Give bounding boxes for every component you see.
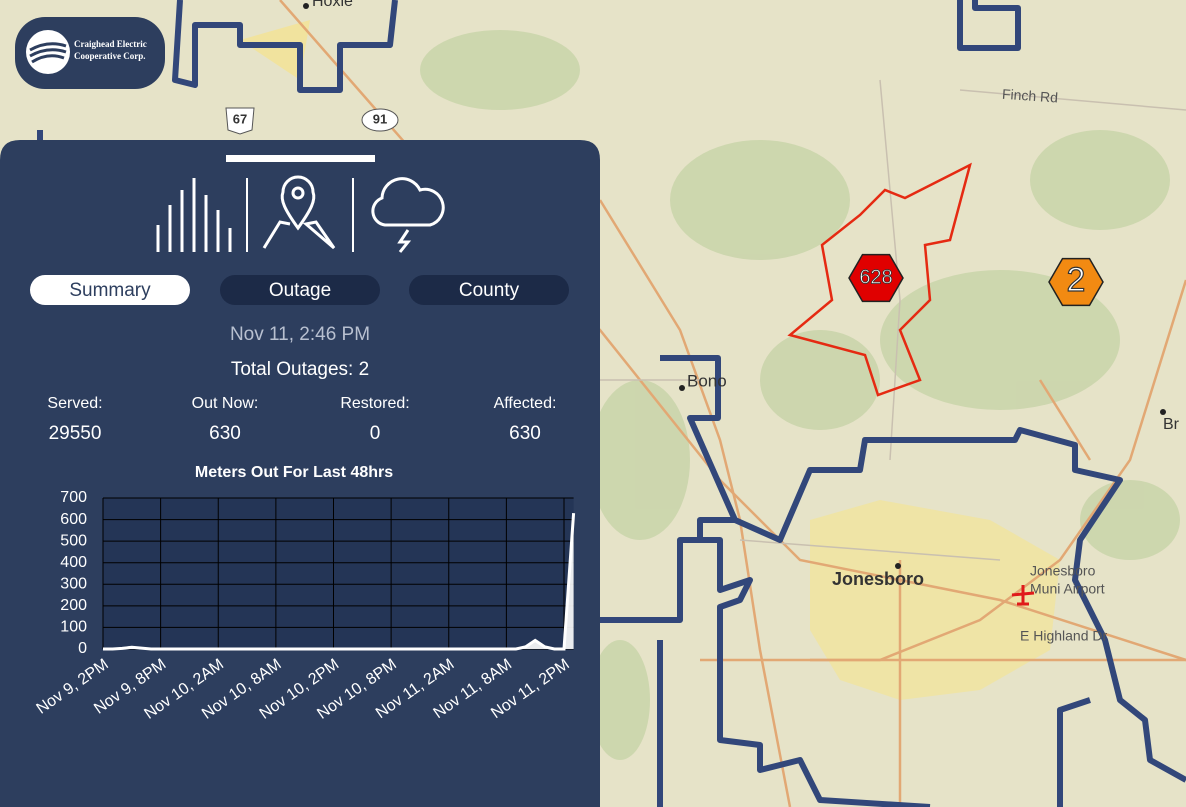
logo[interactable]: Craighead Electric Cooperative Corp. — [15, 17, 165, 89]
tab-indicator — [226, 155, 375, 162]
airport-label: Muni Airport — [1030, 581, 1105, 597]
tab-label: County — [459, 280, 520, 301]
route-shields: 67 91 — [225, 107, 399, 135]
stat-label: Out Now: — [192, 395, 259, 412]
shield-label: 67 — [233, 111, 247, 126]
tab-button[interactable] — [220, 275, 380, 305]
stat-label: Affected: — [494, 395, 557, 412]
y-tick-label: 300 — [60, 576, 87, 593]
place-label: Bono — [687, 371, 727, 390]
stat-value: 630 — [209, 423, 241, 444]
tab-button[interactable] — [30, 275, 190, 305]
cluster-marker[interactable] — [1048, 257, 1104, 307]
stat-label: Served: — [47, 395, 102, 412]
chart-title: Meters Out For Last 48hrs — [195, 464, 393, 481]
shield-label: 91 — [373, 111, 387, 126]
side-panel: Summary Outage County Nov 11, 2:46 PM Total … — [0, 140, 600, 807]
outage-clusters: 628 2 — [848, 253, 1104, 307]
tab-label: Outage — [269, 280, 331, 301]
y-tick-label: 500 — [60, 532, 87, 549]
place-label: Br — [1163, 416, 1180, 433]
total-outages: Total Outages: 2 — [231, 359, 369, 380]
y-tick-label: 200 — [60, 597, 87, 614]
area-line — [103, 512, 576, 651]
chart-icon[interactable] — [156, 178, 232, 252]
tab-button[interactable] — [409, 275, 569, 305]
road-label: Finch Rd — [1002, 86, 1059, 106]
logo-text: Cooperative Corp. — [74, 51, 146, 61]
icons — [156, 175, 445, 253]
tab-label: Summary — [69, 280, 151, 301]
logo-text: Craighead Electric — [74, 39, 147, 49]
plot-area — [103, 498, 574, 649]
place-label: Jonesboro — [832, 569, 924, 589]
y-tick-label: 400 — [60, 554, 87, 571]
stat-label: Restored: — [340, 395, 409, 412]
map-icon[interactable] — [262, 175, 336, 250]
y-tick-label: 100 — [60, 619, 87, 636]
timestamp: Nov 11, 2:46 PM — [230, 324, 370, 345]
place-label: Hoxie — [312, 0, 353, 10]
stat-value: 0 — [370, 423, 381, 444]
weather-icon[interactable] — [371, 177, 445, 253]
stat-value: 630 — [509, 423, 541, 444]
map-labels: Hoxie Bono Jonesboro Br Finch Rd E Highl… — [303, 0, 1180, 644]
cluster-label: 628 — [859, 266, 892, 288]
road-label: E Highland Dr — [1020, 628, 1107, 644]
y-tick-label: 600 — [60, 511, 87, 528]
stat-value: 29550 — [49, 423, 102, 444]
cluster-marker[interactable] — [848, 253, 904, 303]
y-tick-label: 0 — [78, 640, 87, 657]
y-tick-label: 700 — [60, 489, 87, 506]
cluster-label: 2 — [1067, 261, 1086, 299]
airport-label: Jonesboro — [1030, 563, 1096, 579]
